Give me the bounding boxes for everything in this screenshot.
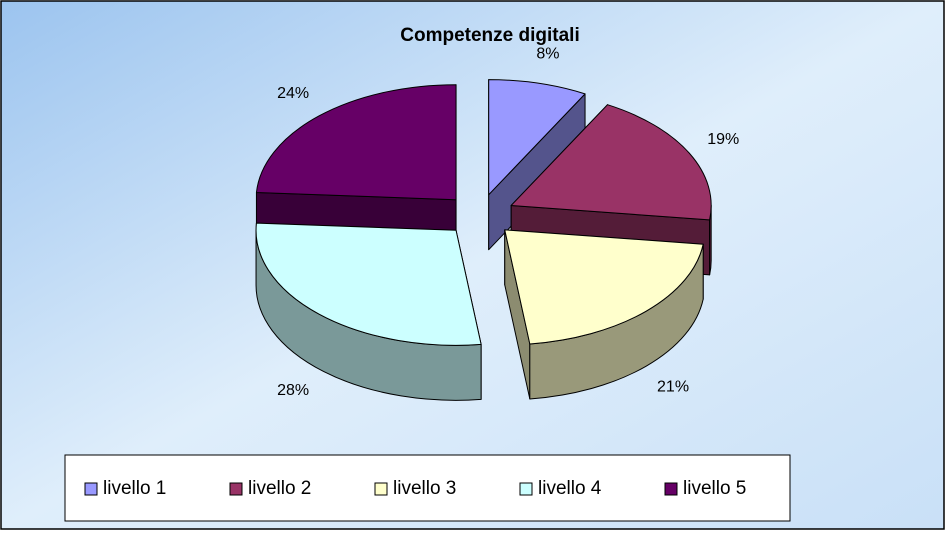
data-label: 28% (277, 382, 309, 399)
slice-top (255, 84, 457, 201)
legend-swatch (84, 482, 98, 496)
data-label: 21% (657, 379, 689, 396)
slice-top (510, 104, 712, 221)
pie-slice (504, 229, 704, 400)
data-label: 8% (536, 45, 559, 62)
slice-top (488, 79, 586, 196)
pie-slice (255, 222, 482, 401)
data-label: 19% (707, 131, 739, 148)
slice-top (255, 222, 482, 346)
data-label: 24% (277, 85, 309, 102)
legend-swatch (374, 482, 388, 496)
legend-label: livello 4 (538, 478, 602, 499)
chart-title: Competenze digitali (400, 25, 579, 46)
slice-top (504, 229, 704, 345)
legend-label: livello 2 (248, 478, 311, 499)
legend-label: livello 5 (683, 478, 746, 499)
pie-slice (510, 104, 712, 276)
legend-label: livello 3 (393, 478, 456, 499)
legend-swatch (229, 482, 243, 496)
legend-swatch (519, 482, 533, 496)
legend-swatch (664, 482, 678, 496)
legend-label: livello 1 (103, 478, 166, 499)
